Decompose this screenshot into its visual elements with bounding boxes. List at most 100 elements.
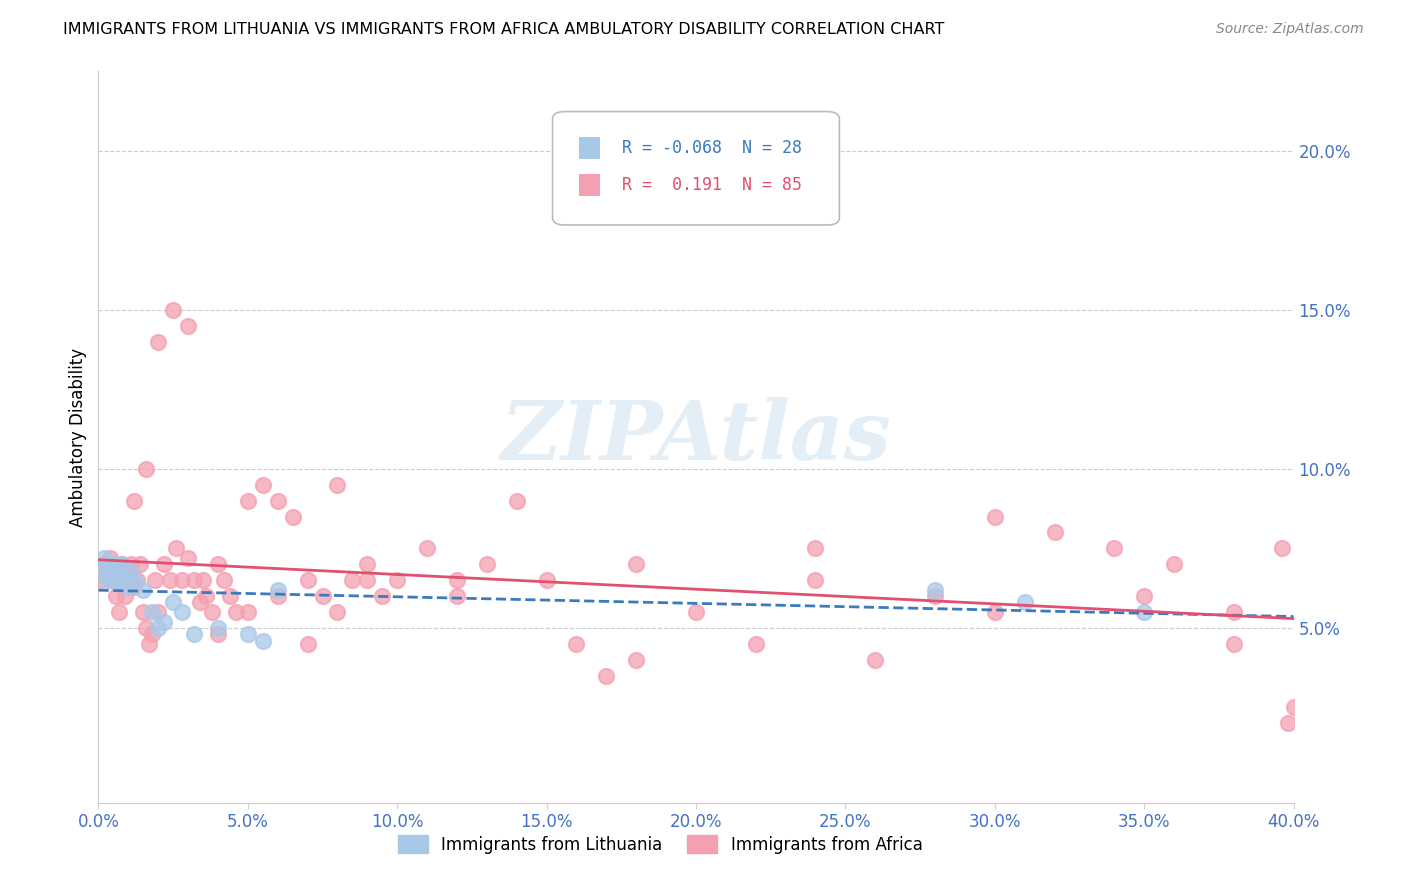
Point [804, 573, 827, 587]
Point [865, 653, 887, 667]
Point [475, 558, 498, 572]
Point [1014, 595, 1036, 609]
Point [153, 615, 176, 629]
Text: R = -0.068  N = 28: R = -0.068 N = 28 [621, 139, 801, 157]
Point [446, 589, 468, 603]
Point [1223, 637, 1246, 651]
Point [148, 334, 170, 349]
Point [111, 573, 134, 587]
Point [103, 573, 125, 587]
Point [626, 653, 648, 667]
Point [111, 558, 134, 572]
Point [207, 627, 229, 641]
Point [385, 573, 409, 587]
Point [96, 564, 118, 578]
Point [1133, 589, 1156, 603]
Point [93, 558, 115, 572]
Point [138, 637, 160, 651]
Point [183, 573, 205, 587]
Point [1163, 558, 1185, 572]
Point [236, 627, 259, 641]
Point [172, 573, 194, 587]
FancyBboxPatch shape [579, 137, 600, 159]
Point [132, 605, 155, 619]
Point [98, 573, 122, 587]
Point [281, 509, 304, 524]
Point [326, 605, 349, 619]
Point [297, 637, 319, 651]
Point [219, 589, 242, 603]
Point [117, 564, 139, 578]
Point [141, 605, 163, 619]
Point [212, 573, 235, 587]
Point [96, 573, 118, 587]
Point [105, 573, 128, 587]
Point [159, 573, 181, 587]
Text: ZIPAtlas: ZIPAtlas [501, 397, 891, 477]
Point [191, 573, 214, 587]
Point [103, 573, 125, 587]
Point [90, 564, 112, 578]
Point [143, 573, 166, 587]
Point [177, 550, 200, 565]
Point [141, 627, 163, 641]
Point [685, 605, 707, 619]
Point [124, 493, 146, 508]
Point [90, 573, 112, 587]
Point [225, 605, 247, 619]
Point [177, 318, 200, 333]
Point [342, 573, 364, 587]
Point [127, 573, 149, 587]
Point [98, 550, 122, 565]
Point [595, 668, 617, 682]
Point [924, 582, 946, 597]
Point [252, 477, 274, 491]
Point [804, 541, 827, 556]
Point [124, 580, 146, 594]
Point [506, 493, 529, 508]
Point [93, 550, 115, 565]
Point [117, 580, 139, 594]
Point [207, 621, 229, 635]
Point [1104, 541, 1126, 556]
Point [120, 558, 142, 572]
Point [416, 541, 439, 556]
Point [446, 573, 468, 587]
Point [626, 558, 648, 572]
Point [162, 302, 184, 317]
Point [124, 573, 146, 587]
Point [201, 605, 224, 619]
Point [311, 589, 333, 603]
Point [120, 564, 142, 578]
Point [183, 627, 205, 641]
Point [1223, 605, 1246, 619]
Point [108, 605, 131, 619]
Point [1133, 605, 1156, 619]
Point [135, 621, 157, 635]
Point [111, 558, 134, 572]
Point [371, 589, 394, 603]
Point [297, 573, 319, 587]
Point [236, 493, 259, 508]
Point [984, 605, 1007, 619]
Point [165, 541, 187, 556]
Point [153, 558, 176, 572]
Point [162, 595, 184, 609]
Point [267, 493, 290, 508]
Point [745, 637, 768, 651]
Point [195, 589, 218, 603]
Point [356, 558, 378, 572]
Legend: Immigrants from Lithuania, Immigrants from Africa: Immigrants from Lithuania, Immigrants fr… [391, 829, 929, 860]
Point [267, 582, 290, 597]
Point [565, 637, 588, 651]
Point [103, 558, 125, 572]
Point [536, 573, 558, 587]
Point [96, 558, 118, 572]
Point [267, 589, 290, 603]
Point [108, 564, 131, 578]
Point [984, 509, 1007, 524]
Point [98, 564, 122, 578]
Point [148, 621, 170, 635]
Point [148, 605, 170, 619]
Point [172, 605, 194, 619]
